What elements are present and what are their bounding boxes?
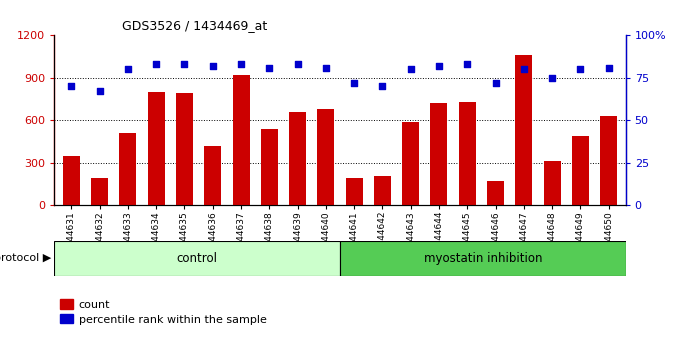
- Bar: [63, 156, 80, 205]
- Point: [349, 80, 360, 86]
- Point: [95, 88, 105, 94]
- Bar: [459, 102, 476, 205]
- Bar: [289, 112, 306, 205]
- Bar: [176, 93, 193, 205]
- Point: [462, 62, 473, 67]
- Bar: [233, 75, 250, 205]
- Bar: [572, 136, 589, 205]
- Point: [207, 63, 218, 69]
- Text: GDS3526 / 1434469_at: GDS3526 / 1434469_at: [122, 19, 268, 32]
- Point: [547, 75, 558, 81]
- Bar: [91, 178, 108, 205]
- Bar: [261, 129, 278, 205]
- Point: [66, 84, 77, 89]
- Bar: [148, 92, 165, 205]
- Bar: [345, 178, 362, 205]
- Bar: [515, 55, 532, 205]
- Bar: [204, 146, 221, 205]
- Point: [405, 67, 416, 72]
- Point: [490, 80, 501, 86]
- Point: [575, 67, 585, 72]
- Point: [434, 63, 445, 69]
- Bar: [120, 133, 137, 205]
- Bar: [54, 241, 340, 276]
- Legend: count, percentile rank within the sample: count, percentile rank within the sample: [60, 299, 267, 325]
- Bar: [543, 161, 560, 205]
- Bar: [487, 181, 504, 205]
- Point: [235, 62, 246, 67]
- Point: [292, 62, 303, 67]
- Bar: [600, 116, 617, 205]
- Bar: [318, 109, 335, 205]
- Point: [122, 67, 133, 72]
- Point: [603, 65, 614, 70]
- Text: control: control: [177, 252, 218, 265]
- Point: [264, 65, 275, 70]
- Point: [179, 62, 190, 67]
- Bar: [430, 103, 447, 205]
- Bar: [340, 241, 626, 276]
- Point: [320, 65, 331, 70]
- Text: protocol ▶: protocol ▶: [0, 253, 51, 263]
- Point: [377, 84, 388, 89]
- Text: myostatin inhibition: myostatin inhibition: [424, 252, 542, 265]
- Point: [151, 62, 162, 67]
- Bar: [402, 122, 419, 205]
- Point: [518, 67, 529, 72]
- Bar: [374, 176, 391, 205]
